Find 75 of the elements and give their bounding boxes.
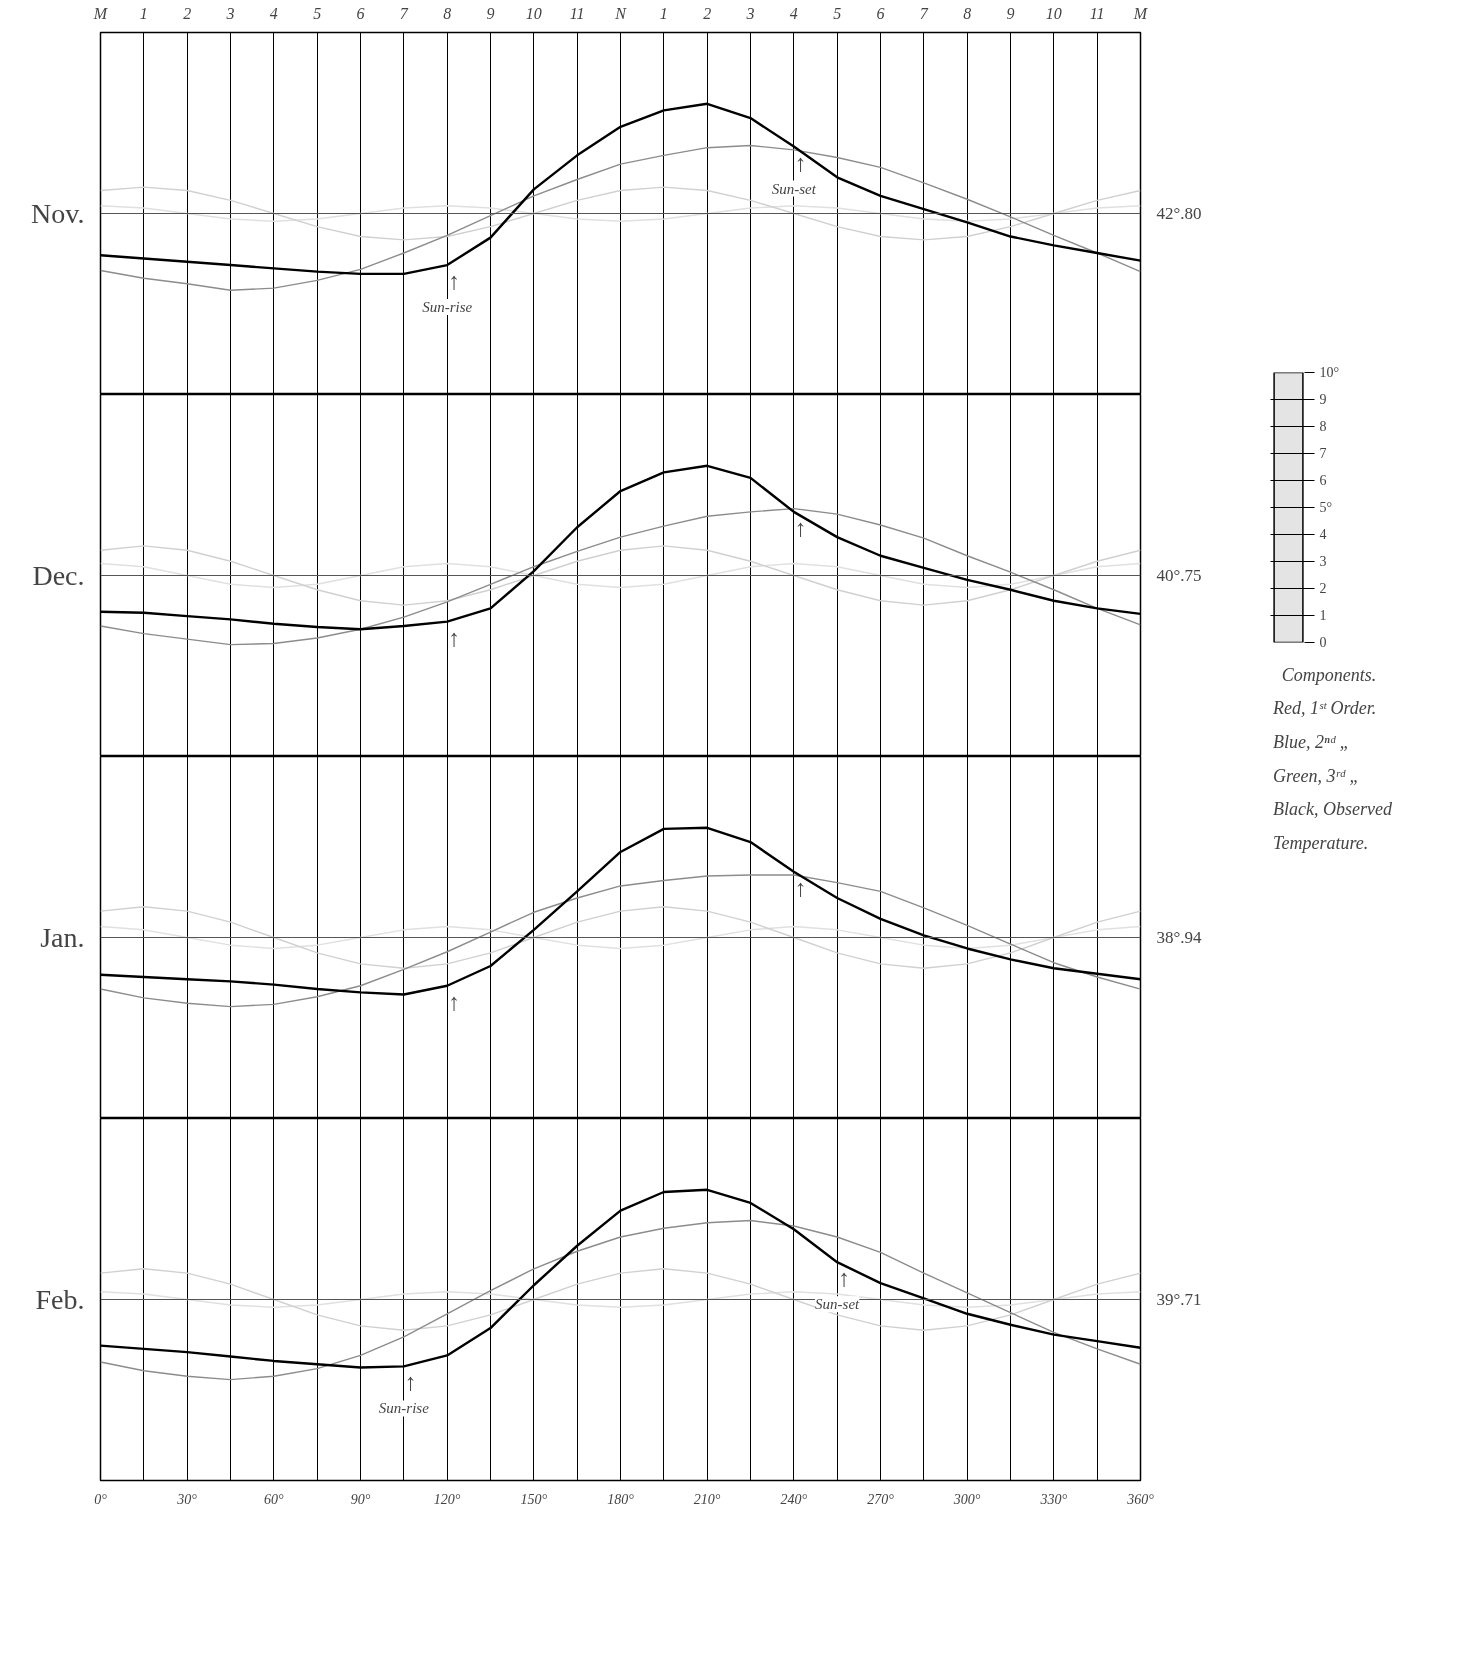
text: 7 [399, 4, 409, 22]
text: Red, 1ˢᵗ Order. [1272, 698, 1377, 719]
x-tick-label: 360° [1126, 1491, 1155, 1507]
annotation: Sun-set [815, 1296, 861, 1313]
y-axis-title: Nov. [31, 198, 85, 229]
text: 5 [313, 4, 322, 22]
text: 6 [356, 4, 365, 22]
y-tick-label: 1 [1319, 608, 1327, 623]
x-tick-label: 150° [520, 1491, 548, 1507]
annotation: Sun-set [771, 180, 817, 197]
text: 7 [919, 4, 929, 22]
text: 10 [525, 4, 542, 22]
text: 40°.75 [1156, 566, 1202, 585]
x-tick-label: 90° [350, 1491, 371, 1507]
text: 8 [443, 4, 452, 22]
annotation: ↑ [794, 874, 807, 901]
y-tick-label: 9 [1319, 392, 1327, 407]
text: 2 [183, 4, 192, 22]
y-tick-label: 6 [1319, 473, 1327, 488]
annotation: Sun-rise [422, 299, 473, 316]
text: 1 [139, 4, 148, 22]
text: 9 [486, 4, 495, 22]
x-tick-label: 300° [952, 1491, 981, 1507]
y-tick-label: 8 [1319, 419, 1327, 434]
annotation: ↑ [448, 988, 461, 1015]
text: 11 [569, 4, 585, 22]
text: 4 [789, 4, 798, 22]
y-tick-label: 2 [1319, 581, 1327, 596]
text: 3 [225, 4, 235, 22]
x-tick-label: 240° [780, 1491, 808, 1507]
text: Temperature. [1273, 832, 1369, 853]
text: N [614, 4, 628, 22]
annotation: ↑ [404, 1369, 417, 1396]
text: M [1132, 4, 1149, 22]
x-tick-label: 0° [94, 1491, 108, 1507]
annotation: ↑ [794, 149, 807, 176]
y-tick-label: 7 [1319, 446, 1327, 461]
x-tick-label: 210° [693, 1491, 721, 1507]
text: Blue, 2ⁿᵈ „ [1273, 731, 1350, 752]
text: 9 [1006, 4, 1015, 22]
annotation: ↑ [448, 624, 461, 651]
annotation: Sun-rise [378, 1400, 430, 1417]
text: 3 [745, 4, 755, 22]
text: Black, Observed [1273, 799, 1394, 820]
y-axis-title: Feb. [35, 1284, 85, 1315]
x-tick-label: 330° [1039, 1491, 1068, 1507]
x-tick-label: 30° [176, 1491, 198, 1507]
y-tick-label: 10° [1319, 365, 1340, 380]
y-axis-title: Jan. [40, 922, 85, 953]
x-tick-label: 120° [433, 1491, 461, 1507]
text: 5 [833, 4, 842, 22]
annotation: ↑ [794, 514, 807, 541]
text: Green, 3ʳᵈ „ [1273, 765, 1360, 786]
x-tick-label: 60° [264, 1491, 285, 1507]
y-tick-label: 0 [1319, 635, 1327, 650]
text: 10 [1045, 4, 1062, 22]
annotation: ↑ [448, 268, 461, 295]
y-tick-label: 3 [1319, 554, 1327, 569]
text: M [92, 4, 109, 22]
text: 38°.94 [1156, 928, 1203, 947]
y-tick-label: 5° [1319, 500, 1333, 515]
text: 42°.80 [1156, 204, 1202, 223]
text: 4 [269, 4, 278, 22]
text: 39°.71 [1156, 1290, 1202, 1309]
text: 11 [1089, 4, 1105, 22]
x-tick-label: 270° [867, 1491, 895, 1507]
annotation: ↑ [838, 1265, 851, 1292]
text: 6 [876, 4, 885, 22]
y-axis-title: Dec. [32, 560, 85, 591]
text: 2 [703, 4, 712, 22]
text: Components. [1281, 664, 1377, 685]
text: 8 [963, 4, 972, 22]
x-tick-label: 180° [607, 1491, 635, 1507]
y-tick-label: 4 [1319, 527, 1327, 542]
text: 1 [659, 4, 668, 22]
